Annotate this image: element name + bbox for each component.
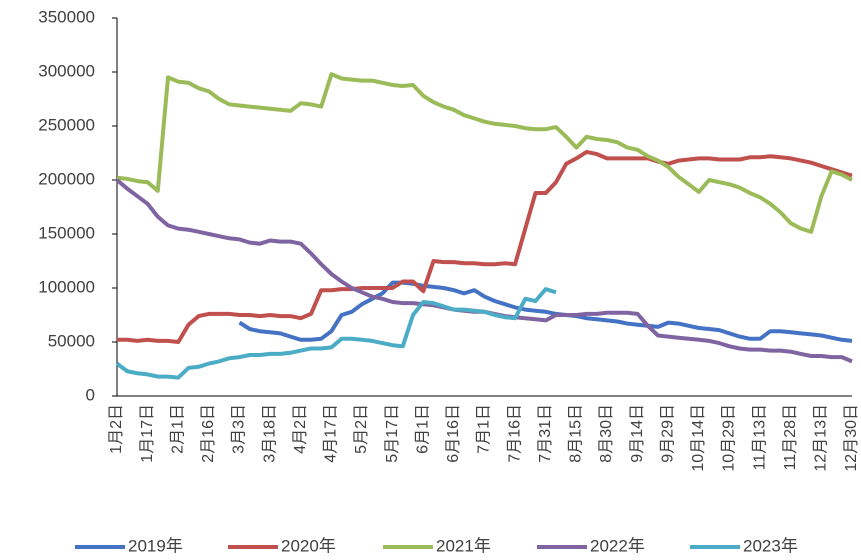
x-tick-label: 2月1日 — [169, 404, 186, 454]
x-tick-label: 6月16日 — [445, 404, 462, 463]
x-tick-label: 9月29日 — [659, 404, 676, 463]
y-tick-label: 50000 — [48, 331, 95, 350]
y-tick-label: 300000 — [38, 61, 95, 80]
x-tick-label: 3月3日 — [231, 404, 248, 454]
x-tick-label: 1月17日 — [139, 404, 156, 463]
series-line — [117, 149, 853, 344]
x-tick-label: 9月14日 — [629, 404, 646, 463]
x-tick-label: 8月15日 — [568, 404, 585, 463]
legend-label: 2022年 — [590, 536, 645, 555]
x-tick-label: 11月13日 — [751, 404, 768, 470]
x-tick-label: 12月13日 — [813, 404, 830, 472]
y-tick-label: 0 — [86, 385, 95, 404]
x-tick-label: 6月1日 — [414, 404, 431, 454]
x-tick-label: 3月18日 — [261, 404, 278, 463]
y-tick-label: 200000 — [38, 169, 95, 188]
y-tick-label: 100000 — [38, 277, 95, 296]
x-tick-label: 12月30日 — [843, 404, 860, 472]
legend-label: 2019年 — [128, 536, 183, 555]
x-tick-label: 8月30日 — [598, 404, 615, 463]
y-tick-label: 250000 — [38, 115, 95, 134]
x-tick-label: 11月28日 — [782, 404, 799, 470]
x-tick-label: 1月2日 — [108, 404, 125, 454]
x-tick-label: 7月1日 — [476, 404, 493, 454]
series-line — [115, 287, 557, 380]
x-tick-label: 10月29日 — [721, 404, 738, 472]
series-line — [115, 178, 853, 364]
x-tick-label: 7月16日 — [506, 404, 523, 463]
x-tick-label: 4月2日 — [292, 404, 309, 454]
legend-label: 2021年 — [436, 536, 491, 555]
y-tick-label: 150000 — [38, 223, 95, 242]
series-line — [116, 72, 853, 234]
series-line — [238, 280, 853, 343]
y-tick-label: 350000 — [38, 7, 95, 26]
x-tick-label: 7月31日 — [537, 404, 554, 463]
x-tick-label: 4月17日 — [323, 404, 340, 463]
x-tick-label: 2月16日 — [200, 404, 217, 463]
legend-label: 2020年 — [281, 536, 336, 555]
legend-label: 2023年 — [743, 536, 798, 555]
x-tick-label: 5月2日 — [353, 404, 370, 454]
x-tick-label: 10月14日 — [690, 404, 707, 472]
x-tick-label: 5月17日 — [384, 404, 401, 463]
